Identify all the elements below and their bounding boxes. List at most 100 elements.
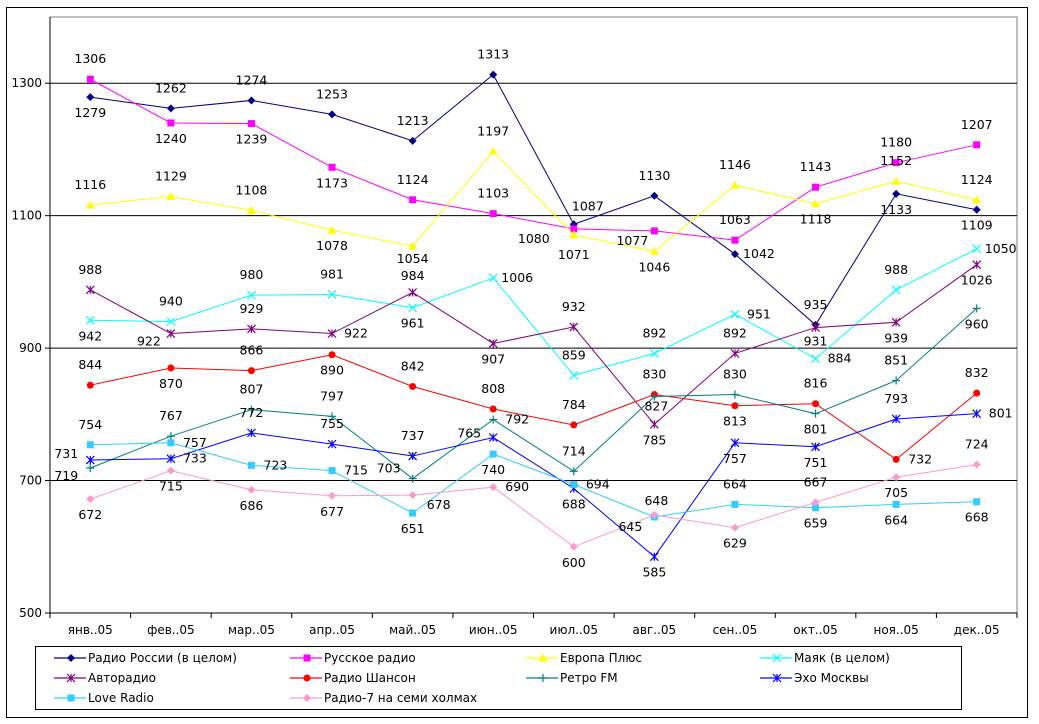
data-point — [328, 351, 336, 359]
series-line — [90, 78, 977, 241]
data-label: 757 — [723, 451, 747, 466]
data-label: 757 — [183, 435, 207, 450]
data-label: 600 — [562, 555, 586, 570]
data-label: 1152 — [880, 153, 912, 168]
legend-swatch-icon — [290, 674, 322, 682]
legend-item: Маяк (в целом) — [760, 649, 890, 667]
data-label: 1240 — [155, 131, 187, 146]
data-label: 1103 — [477, 186, 509, 201]
legend-label: Европа Плюс — [560, 651, 643, 665]
data-point — [247, 405, 256, 414]
data-label: 732 — [908, 451, 932, 466]
series-line — [90, 413, 977, 558]
data-label: 793 — [884, 391, 908, 406]
data-label: 922 — [344, 326, 368, 341]
data-point — [569, 322, 579, 332]
data-label: 678 — [427, 497, 451, 512]
data-label: 740 — [481, 462, 505, 477]
data-point — [972, 409, 982, 419]
data-point — [811, 199, 821, 208]
data-label: 988 — [78, 262, 102, 277]
data-label: 668 — [965, 510, 989, 525]
data-point — [570, 225, 578, 233]
data-point — [327, 290, 337, 299]
data-point — [730, 390, 739, 399]
data-point — [166, 329, 176, 338]
data-label: 907 — [481, 351, 505, 366]
data-label: 1124 — [961, 172, 993, 187]
data-label: 890 — [320, 363, 344, 378]
data-point — [328, 163, 336, 171]
data-point — [247, 428, 256, 438]
data-point — [85, 285, 95, 295]
legend-item: Радио России (в целом) — [54, 649, 237, 667]
data-label: 1078 — [316, 238, 348, 253]
data-label: 842 — [401, 359, 425, 374]
data-label: 715 — [344, 463, 368, 478]
legend-item: Радио Шансон — [290, 669, 416, 687]
data-label: 813 — [723, 414, 747, 429]
data-label: 1080 — [518, 231, 550, 246]
data-point — [731, 236, 739, 244]
data-point — [650, 191, 659, 200]
data-label: 932 — [562, 299, 586, 314]
data-label: 827 — [644, 398, 668, 413]
data-label: 892 — [723, 325, 747, 340]
data-point — [166, 317, 176, 327]
legend-item: Эхо Москвы — [760, 669, 869, 687]
data-label: 808 — [481, 381, 505, 396]
data-label: 1143 — [800, 159, 832, 174]
data-label: 1213 — [397, 113, 429, 128]
data-label: 988 — [884, 262, 908, 277]
series-7 — [86, 304, 981, 483]
legend-item: Ретро FM — [526, 669, 618, 687]
data-label: 939 — [884, 330, 908, 345]
x-tick-label: июл..05 — [550, 623, 598, 637]
series-3 — [85, 146, 982, 255]
data-label: 1042 — [743, 246, 775, 261]
y-tick-label: 500 — [19, 606, 42, 620]
data-label: 1279 — [74, 105, 106, 120]
data-point — [891, 285, 901, 295]
chart-frame — [6, 7, 1028, 718]
data-label: 629 — [723, 536, 747, 551]
data-point — [972, 260, 982, 270]
data-label: 1129 — [155, 168, 187, 183]
data-point — [569, 370, 579, 380]
series-4 — [85, 244, 982, 380]
data-label: 961 — [401, 316, 425, 331]
data-point — [166, 466, 175, 475]
data-point — [247, 96, 256, 105]
legend-marker — [303, 694, 311, 702]
data-point — [488, 146, 498, 155]
data-point — [408, 136, 417, 145]
data-label: 723 — [264, 457, 288, 472]
data-point — [247, 324, 256, 334]
data-label: 772 — [240, 405, 264, 420]
x-tick-label: июн..05 — [469, 623, 518, 637]
data-point — [811, 442, 820, 452]
data-label: 751 — [804, 455, 828, 470]
data-label: 1071 — [558, 247, 590, 262]
legend-marker — [538, 653, 548, 662]
data-point — [811, 354, 820, 364]
data-label: 980 — [240, 267, 264, 282]
legend-marker — [67, 654, 75, 662]
data-label: 1050 — [985, 241, 1017, 256]
data-label: 765 — [457, 426, 481, 441]
data-point — [328, 467, 336, 475]
data-point — [649, 552, 659, 562]
series-2 — [86, 75, 981, 244]
data-point — [488, 273, 498, 283]
x-tick-label: янв..05 — [68, 623, 113, 637]
data-point — [86, 93, 95, 102]
data-point — [892, 500, 900, 508]
data-label: 1262 — [155, 80, 187, 95]
data-point — [569, 230, 579, 239]
data-point — [570, 421, 578, 429]
legend-swatch-icon — [526, 653, 558, 662]
legend-swatch-icon — [54, 673, 86, 683]
data-label: 935 — [804, 297, 828, 312]
data-point — [86, 441, 94, 449]
legend-swatch-icon — [760, 653, 792, 663]
